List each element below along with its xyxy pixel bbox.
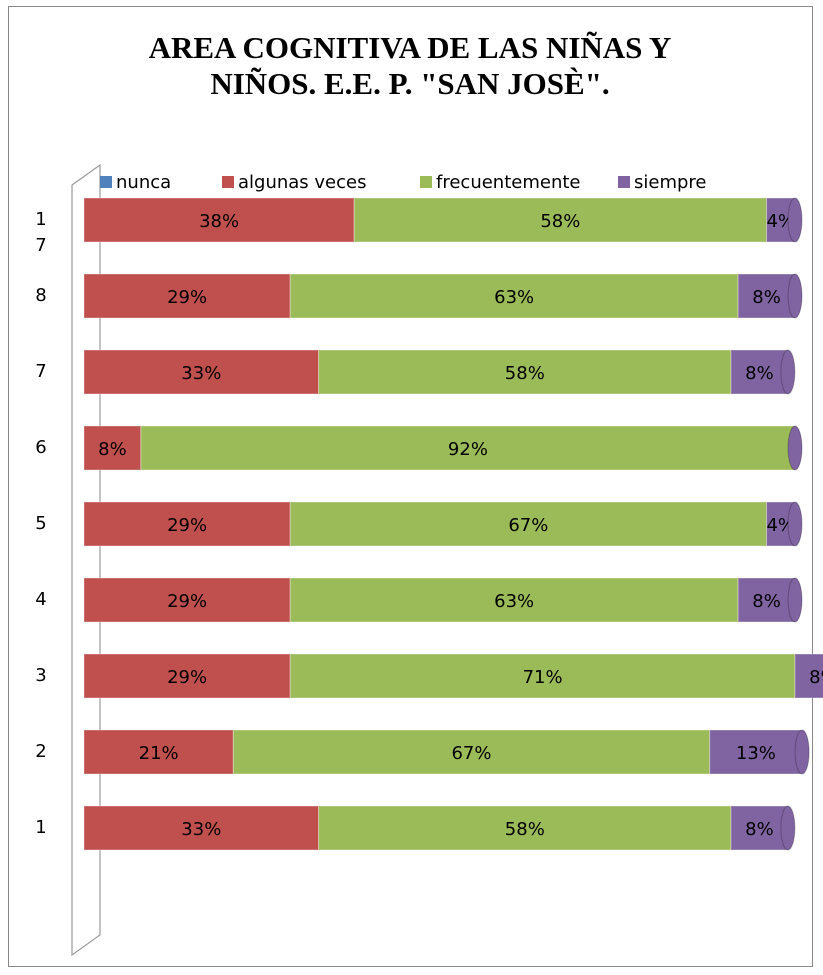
bar-cap	[787, 273, 803, 319]
data-label: 58%	[505, 363, 545, 384]
data-label: 8%	[752, 591, 781, 612]
legend-swatch	[222, 176, 234, 188]
data-label: 13%	[736, 743, 776, 764]
data-label: 92%	[448, 439, 488, 460]
y-tick-label: 4	[35, 589, 47, 610]
data-label: 58%	[505, 819, 545, 840]
bar-segment	[730, 805, 789, 851]
bar-segment	[289, 577, 739, 623]
data-label: 58%	[540, 211, 580, 232]
data-label: 38%	[199, 211, 239, 232]
data-label: 8%	[745, 819, 774, 840]
bar-segment	[83, 501, 291, 547]
bar-segment	[289, 653, 796, 699]
legend-label: frecuentemente	[436, 172, 580, 193]
data-label: 63%	[494, 287, 534, 308]
bar-segment	[232, 729, 711, 775]
data-label: 63%	[494, 591, 534, 612]
legend-swatch	[618, 176, 630, 188]
data-label: 29%	[167, 287, 207, 308]
data-label: 33%	[181, 363, 221, 384]
data-label: 67%	[451, 743, 491, 764]
data-label: 29%	[167, 515, 207, 536]
data-label: 21%	[139, 743, 179, 764]
bar-cap	[787, 197, 803, 243]
bar-segment	[83, 729, 234, 775]
bar-segment	[83, 197, 355, 243]
bar-segment	[353, 197, 768, 243]
bar-cap	[780, 805, 796, 851]
bar-segment	[318, 805, 732, 851]
data-label: 29%	[167, 667, 207, 688]
data-label: 33%	[181, 819, 221, 840]
legend-label: siempre	[634, 172, 707, 193]
bar-segment	[83, 349, 320, 395]
bar-segment	[737, 273, 796, 319]
y-tick-label: 5	[35, 513, 47, 534]
legend-label: algunas veces	[238, 172, 366, 193]
data-label: 67%	[508, 515, 548, 536]
data-label: 4%	[766, 211, 795, 232]
bar-cap	[787, 425, 803, 471]
data-label: 4%	[766, 515, 795, 536]
bar-cap	[787, 577, 803, 623]
chart-title: AREA COGNITIVA DE LAS NIÑAS Y NIÑOS. E.E…	[148, 30, 672, 101]
legend-swatch	[420, 176, 432, 188]
data-label: 8%	[752, 287, 781, 308]
data-label: 29%	[167, 591, 207, 612]
data-label: 8%	[98, 439, 127, 460]
y-tick-label: 3	[35, 665, 47, 686]
y-tick-label: 7	[35, 361, 47, 382]
legend-swatch	[100, 176, 112, 188]
data-label: 8%	[809, 667, 823, 688]
y-tick-label: 2	[35, 741, 47, 762]
bar-cap	[794, 729, 810, 775]
bar-segment	[83, 805, 320, 851]
bar-segment	[140, 425, 796, 471]
bar-segment	[289, 273, 739, 319]
bar-segment	[794, 653, 823, 699]
bar-segment	[83, 273, 291, 319]
bar-cap	[780, 349, 796, 395]
legend-label: nunca	[116, 172, 171, 193]
y-tick-label: 1	[35, 817, 47, 838]
bar-cap	[787, 501, 803, 547]
data-label: 71%	[523, 667, 563, 688]
y-tick-label: 17	[35, 209, 47, 256]
bar-segment	[83, 577, 291, 623]
y-tick-label: 6	[35, 437, 47, 458]
y-tick-label: 8	[35, 285, 47, 306]
bar-segment	[318, 349, 732, 395]
chart-frame	[8, 6, 813, 967]
axis-wall	[71, 163, 101, 957]
bar-segment	[289, 501, 768, 547]
bar-segment	[83, 425, 142, 471]
data-label: 8%	[745, 363, 774, 384]
bar-segment	[737, 577, 796, 623]
